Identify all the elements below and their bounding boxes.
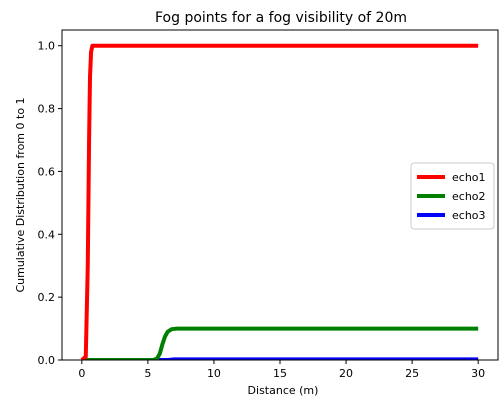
y-tick-label: 0.2 [38,291,56,304]
legend-label-echo2: echo2 [452,190,486,203]
y-tick-label: 0.6 [38,165,56,178]
series-line-echo2 [81,326,479,360]
x-tick-label: 10 [207,367,221,380]
y-tick-label: 0.8 [38,103,56,116]
x-axis-label: Distance (m) [248,384,319,397]
x-tick-label: 0 [78,367,85,380]
y-tick-label: 0.0 [38,354,56,367]
x-tick-label: 15 [273,367,287,380]
chart-title: Fog points for a fog visibility of 20m [155,10,407,26]
y-tick-label: 1.0 [38,40,56,53]
x-tick-label: 5 [144,367,151,380]
x-tick-label: 20 [339,367,353,380]
y-tick-label: 0.4 [38,228,56,241]
x-axis: 0 5 10 15 20 25 30 [78,360,485,380]
x-tick-label: 25 [405,367,419,380]
legend: echo1 echo2 echo3 [410,162,495,230]
legend-label-echo1: echo1 [452,171,486,184]
series-line-echo1 [80,43,479,360]
x-tick-label: 30 [471,367,485,380]
legend-box [410,162,495,230]
y-axis-label: Cumulative Distribution from 0 to 1 [14,97,27,292]
legend-label-echo3: echo3 [452,209,486,222]
y-axis: 0.0 0.2 0.4 0.6 0.8 1.0 [38,40,62,367]
